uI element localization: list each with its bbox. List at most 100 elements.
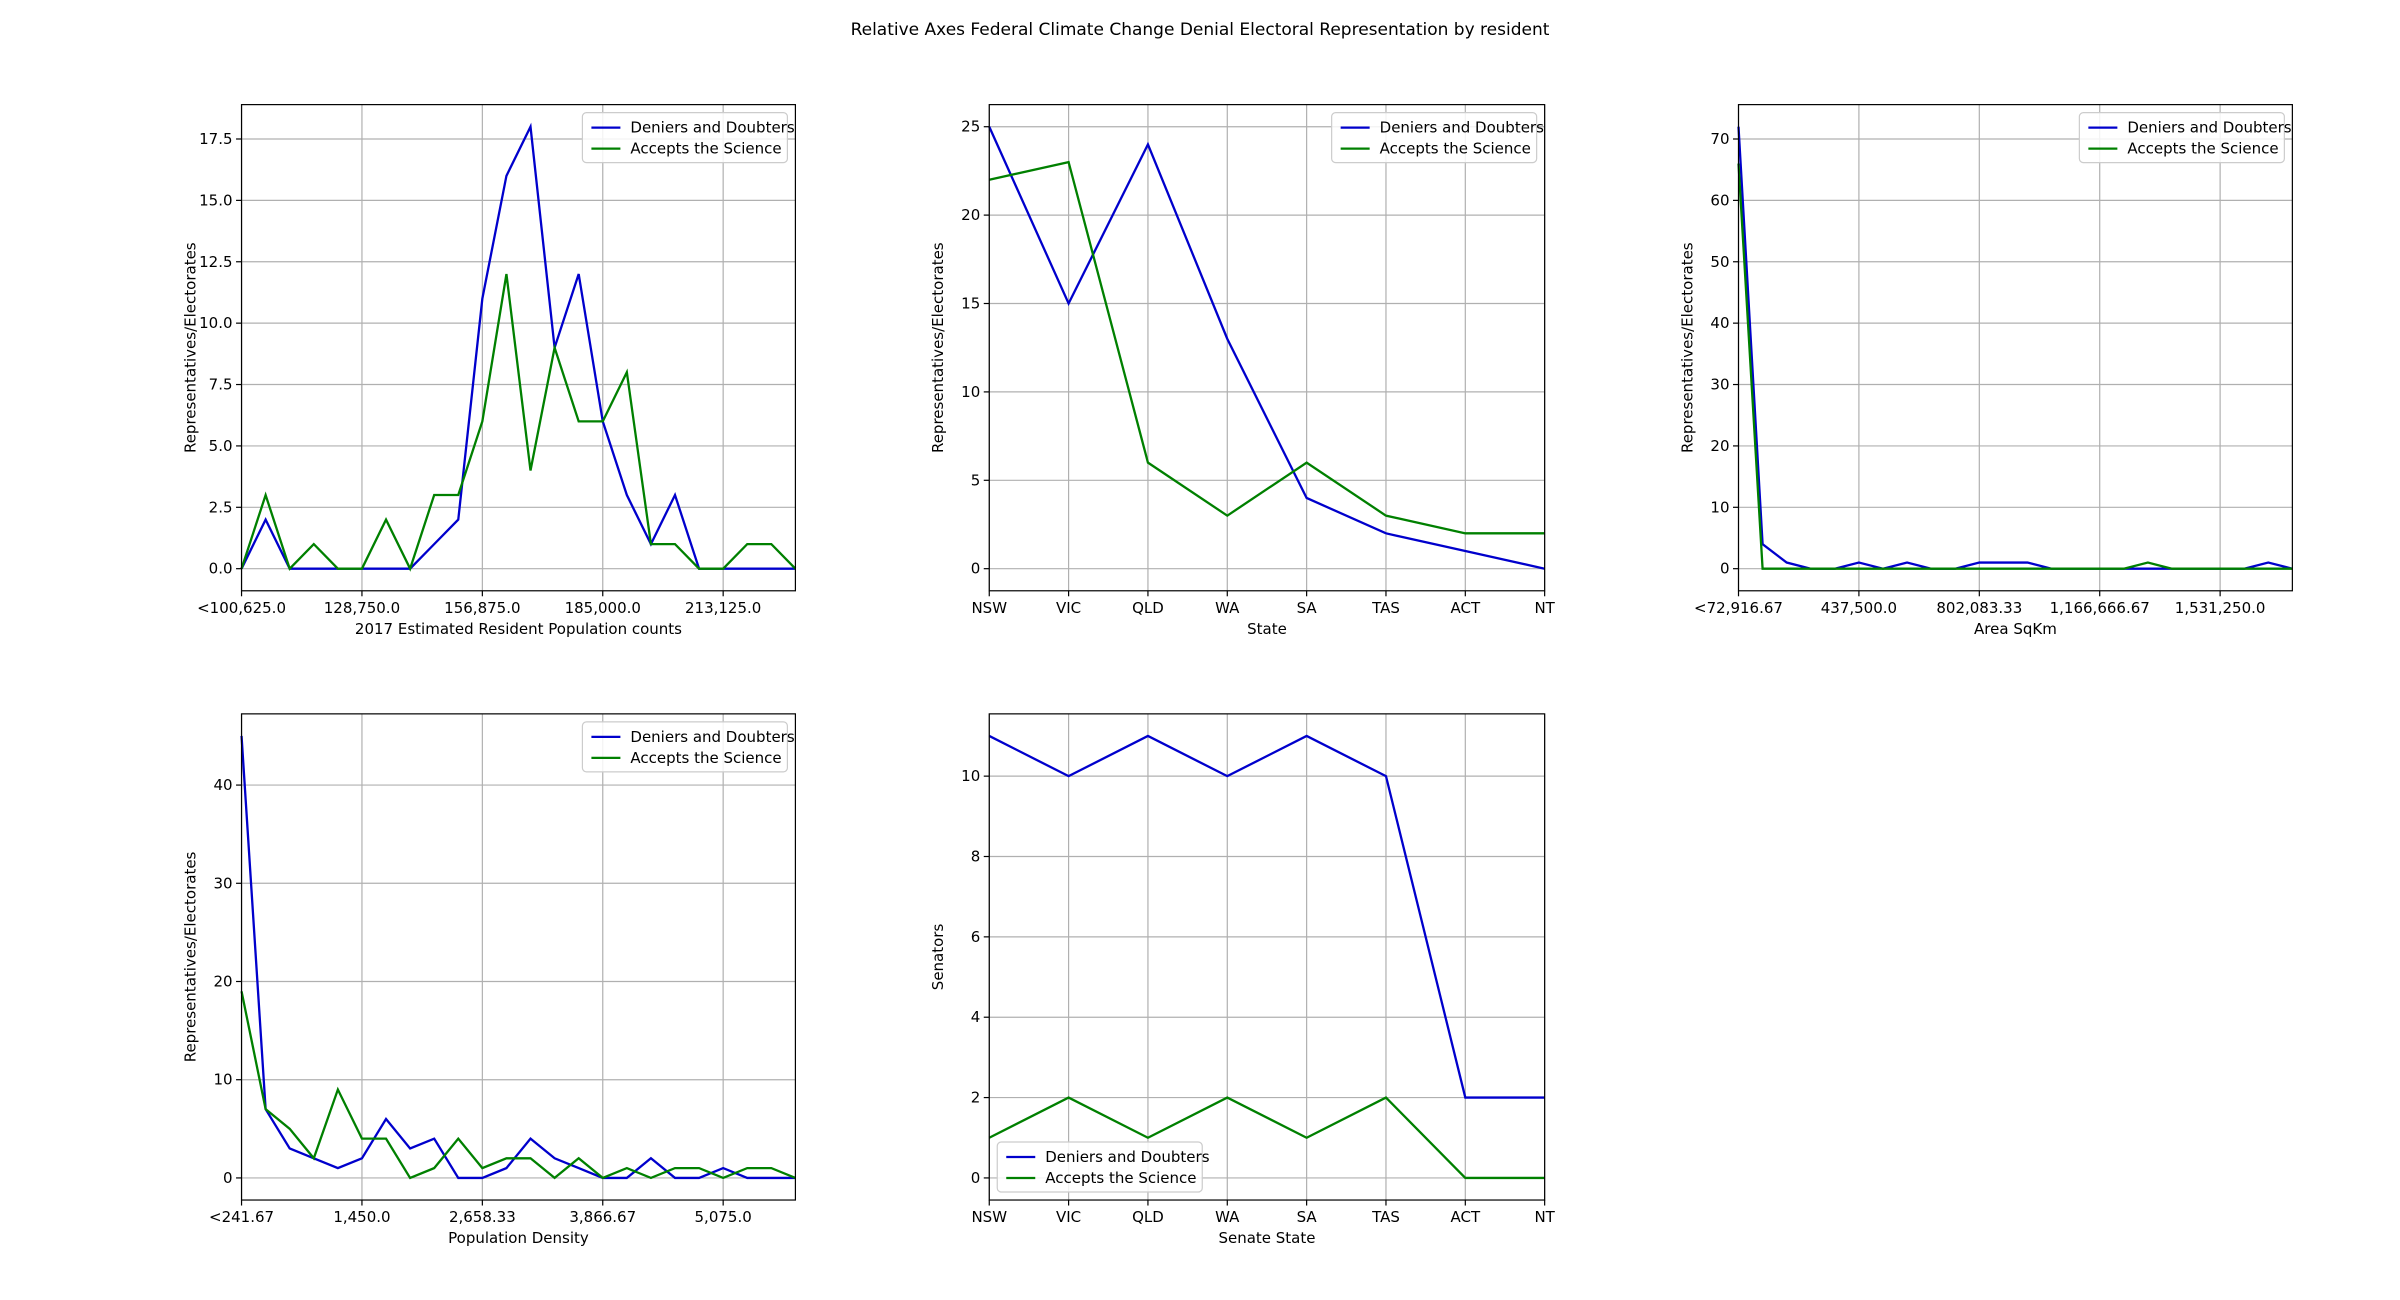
legend-label: Accepts the Science — [2127, 140, 2278, 158]
series-line-accepts — [989, 160, 1545, 535]
y-tick-label: 0 — [223, 1169, 233, 1187]
plot-frame — [240, 104, 797, 592]
x-tick-label: NSW — [971, 599, 1007, 617]
x-tick-label: SA — [1297, 1208, 1318, 1226]
legend-frame — [581, 721, 789, 773]
legend-label: Accepts the Science — [630, 140, 781, 158]
y-tick-label: 10 — [1710, 498, 1729, 516]
x-tick-label: ACT — [1450, 1208, 1480, 1226]
x-tick-label: 128,750.0 — [324, 599, 400, 617]
series-line-accepts — [1737, 163, 2293, 570]
legend-label: Accepts the Science — [1380, 140, 1531, 158]
x-axis-label: Senate State — [1218, 1229, 1315, 1247]
x-axis-label: Population Density — [448, 1229, 589, 1247]
x-tick-label: <100,625.0 — [197, 599, 286, 617]
legend-label: Accepts the Science — [1045, 1169, 1196, 1187]
y-tick-label: 0 — [1720, 560, 1730, 578]
series-line-deniers — [988, 126, 1545, 570]
series-line-accepts — [240, 991, 796, 1180]
legend: Deniers and Doubters Accepts the Science — [581, 112, 795, 164]
plot-frame — [1737, 104, 2293, 592]
x-axis-label: 2017 Estimated Resident Population count… — [355, 620, 682, 638]
legend-frame — [2078, 112, 2285, 164]
chart-2: NSW VIC QLD WA SA TAS ACT NT 0 5 10 15 20 25 State Repr… — [929, 104, 1556, 638]
x-tick-label: 185,000.0 — [565, 599, 641, 617]
x-tick-label: TAS — [1371, 1208, 1400, 1226]
y-tick-label: 5 — [971, 471, 981, 489]
y-tick-label: 5.0 — [209, 437, 233, 455]
x-tick-label: QLD — [1132, 599, 1164, 617]
legend: Deniers and Doubters Accepts the Science — [581, 721, 795, 773]
series-line-deniers — [240, 122, 796, 570]
series-line-accepts — [240, 273, 797, 572]
y-tick-label: 70 — [1710, 130, 1729, 148]
x-tick-label: 1,450.0 — [333, 1208, 390, 1226]
y-tick-label: 20 — [961, 206, 980, 224]
y-tick-label: 30 — [213, 874, 232, 892]
x-tick-label: NSW — [971, 1208, 1007, 1226]
legend-label: Deniers and Doubters — [630, 119, 794, 137]
plot-frame — [240, 713, 797, 1201]
x-tick-label: 1,166,666.67 — [2050, 599, 2150, 617]
plot-frame — [988, 713, 1546, 1201]
x-tick-label: QLD — [1132, 1208, 1164, 1226]
y-tick-label: 12.5 — [199, 253, 232, 271]
legend: Deniers and Doubters Accepts the Science — [2078, 112, 2292, 164]
x-tick-label: NT — [1534, 1208, 1555, 1226]
y-axis-label: Representatives/Electorates — [1679, 242, 1697, 453]
legend-label: Deniers and Doubters — [1380, 119, 1544, 137]
legend-label: Deniers and Doubters — [630, 728, 794, 746]
x-tick-label: 437,500.0 — [1821, 599, 1897, 617]
y-tick-label: 50 — [1710, 253, 1729, 271]
y-tick-label: 8 — [971, 847, 981, 865]
y-tick-label: 10 — [961, 383, 980, 401]
y-tick-label: 4 — [971, 1008, 981, 1026]
legend-label: Deniers and Doubters — [2127, 119, 2291, 137]
x-tick-label: <241.67 — [209, 1208, 274, 1226]
x-tick-label: WA — [1215, 599, 1240, 617]
y-axis-label: Representatives/Electorates — [929, 242, 947, 453]
x-tick-label: 3,866.67 — [569, 1208, 636, 1226]
x-axis-label: State — [1247, 620, 1287, 638]
legend-label: Deniers and Doubters — [1045, 1148, 1209, 1166]
legend-frame — [1331, 112, 1538, 164]
x-tick-label: 1,531,250.0 — [2175, 599, 2266, 617]
y-axis-label: Representatives/Electorates — [182, 851, 200, 1062]
y-tick-label: 20 — [1710, 437, 1729, 455]
y-axis-label: Representatives/Electorates — [182, 242, 200, 453]
x-tick-label: 2,658.33 — [449, 1208, 516, 1226]
x-tick-label: 802,083.33 — [1936, 599, 2022, 617]
y-tick-label: 2 — [971, 1089, 981, 1107]
series-line-deniers — [240, 735, 796, 1180]
y-tick-label: 7.5 — [209, 376, 233, 394]
figure-title: Relative Axes Federal Climate Change Den… — [850, 20, 1550, 40]
x-tick-label: <72,916.67 — [1694, 599, 1783, 617]
legend-frame — [581, 112, 789, 164]
x-tick-label: VIC — [1056, 599, 1081, 617]
legend: Deniers and Doubters Accepts the Science — [996, 1141, 1210, 1193]
x-tick-label: SA — [1297, 599, 1318, 617]
y-tick-label: 10 — [213, 1071, 232, 1089]
series-line-deniers — [1737, 126, 2293, 570]
x-tick-label: NT — [1534, 599, 1555, 617]
y-tick-label: 17.5 — [199, 130, 232, 148]
y-tick-label: 15 — [961, 295, 980, 313]
y-tick-label: 60 — [1710, 191, 1729, 209]
y-tick-label: 20 — [213, 973, 232, 991]
series-line-deniers — [988, 734, 1545, 1099]
y-tick-label: 15.0 — [199, 191, 232, 209]
y-axis-label: Senators — [929, 924, 947, 991]
legend-label: Accepts the Science — [630, 749, 781, 767]
x-axis-label: Area SqKm — [1974, 620, 2057, 638]
y-tick-label: 10.0 — [199, 314, 232, 332]
y-tick-label: 2.5 — [209, 498, 233, 516]
chart-5: NSW VIC QLD WA SA TAS ACT NT 0 2 4 6 8 10 Senate State… — [929, 713, 1556, 1247]
x-tick-label: ACT — [1450, 599, 1480, 617]
x-tick-label: 156,875.0 — [444, 599, 520, 617]
y-tick-label: 40 — [213, 776, 232, 794]
y-tick-label: 10 — [961, 767, 980, 785]
chart-1: <100,625.0 128,750.0 156,875.0 185,000.0 213… — [182, 104, 797, 638]
x-tick-label: WA — [1215, 1208, 1240, 1226]
y-tick-label: 0 — [971, 1169, 981, 1187]
